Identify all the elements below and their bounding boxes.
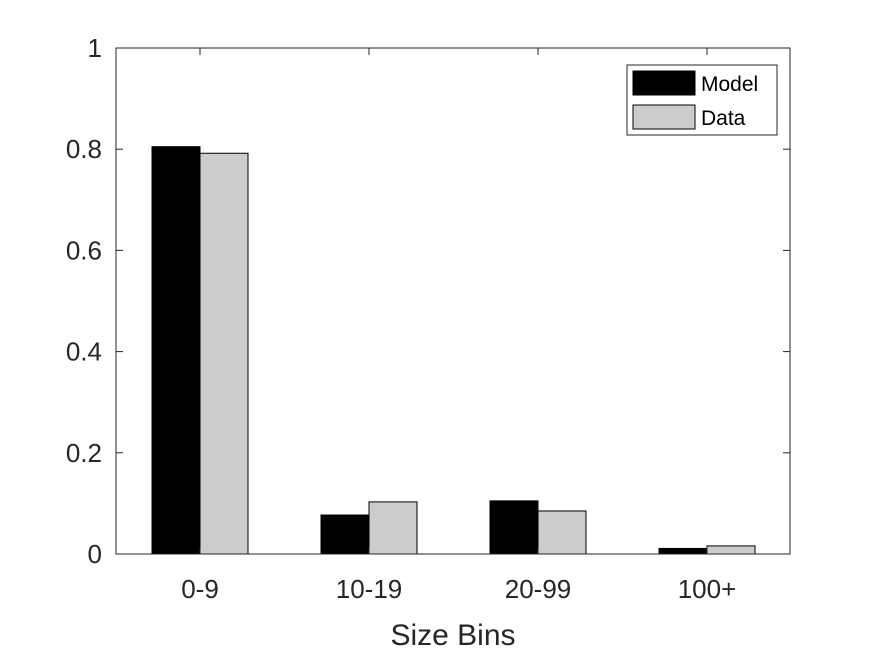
x-tick-label: 20-99 <box>505 574 572 604</box>
x-tick-label: 0-9 <box>181 574 219 604</box>
bar-model-20-99 <box>489 500 539 555</box>
ticks-layer: 0 0.2 0.4 0.6 0.8 1 0-9 10-19 20-99 100+ <box>66 33 790 604</box>
y-tick-label: 0 <box>88 539 102 569</box>
bar-model-0-9 <box>151 146 201 555</box>
y-tick-label: 0.6 <box>66 235 102 265</box>
legend-swatch-model <box>632 70 696 96</box>
legend: Model Data <box>626 64 778 136</box>
bar-data-10-19 <box>368 501 418 555</box>
bar-data-20-99 <box>537 510 587 555</box>
x-axis-title: Size Bins <box>390 619 515 652</box>
x-tick-label: 100+ <box>678 574 737 604</box>
bars-layer <box>151 146 756 555</box>
axes-layer <box>115 47 791 555</box>
legend-label-data: Data <box>701 107 746 130</box>
bar-data-0-9 <box>199 152 249 555</box>
legend-label-model: Model <box>701 73 758 96</box>
axes-box <box>115 47 791 555</box>
y-tick-label: 1 <box>88 33 102 63</box>
legend-swatch-data <box>632 104 696 130</box>
bar-model-100+ <box>658 547 708 555</box>
bar-model-10-19 <box>320 514 370 555</box>
bar-data-100+ <box>706 545 756 555</box>
y-tick-label: 0.4 <box>66 337 102 367</box>
y-tick-label: 0.2 <box>66 438 102 468</box>
y-tick-label: 0.8 <box>66 134 102 164</box>
x-tick-label: 10-19 <box>336 574 403 604</box>
